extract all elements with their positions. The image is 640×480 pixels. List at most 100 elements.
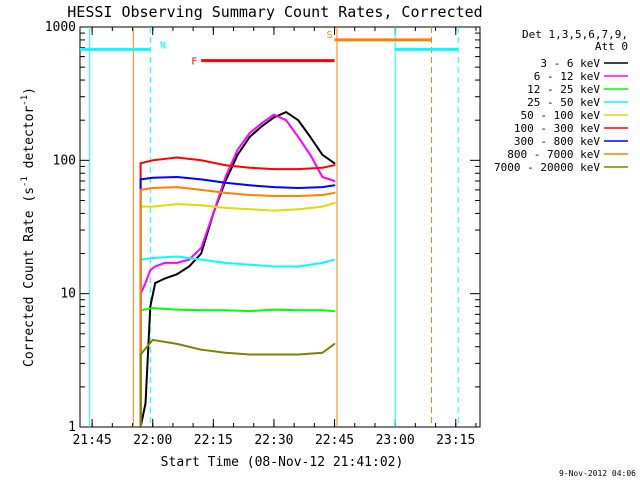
series-point-1 xyxy=(285,119,287,122)
series-point-4 xyxy=(321,205,324,208)
series-point-4 xyxy=(333,201,336,204)
series-point-1 xyxy=(309,153,312,156)
series-point-1 xyxy=(163,262,166,264)
series-point-4 xyxy=(224,206,227,209)
series-point-1 xyxy=(248,132,251,135)
legend-label-4: 50 - 100 keV xyxy=(521,109,601,122)
series-point-0 xyxy=(273,116,275,119)
y-tick-label: 10 xyxy=(60,287,76,302)
y-axis-label-sup-1: -1 xyxy=(20,176,30,187)
plot-frame xyxy=(79,26,481,428)
series-point-1 xyxy=(321,176,324,178)
series-point-1 xyxy=(273,113,275,116)
series-point-4 xyxy=(176,203,178,205)
series-point-8 xyxy=(139,353,142,356)
series-point-6 xyxy=(176,176,178,178)
series-point-6 xyxy=(139,178,142,181)
y-axis-label-sup-2: -1 xyxy=(20,95,30,106)
y-axis-label-part-3: ) xyxy=(22,87,37,95)
series-point-5 xyxy=(248,166,251,169)
series-point-5 xyxy=(151,159,154,162)
series-point-1 xyxy=(149,269,152,272)
series-point-3 xyxy=(321,262,324,264)
series-point-2 xyxy=(224,309,227,312)
series-point-7 xyxy=(200,189,203,191)
series-point-8 xyxy=(273,353,275,356)
series-point-7 xyxy=(139,189,142,191)
series-point-7 xyxy=(333,191,336,194)
series-point-6 xyxy=(200,178,203,181)
series-point-6 xyxy=(273,186,275,188)
series-point-5 xyxy=(139,162,142,165)
flag-label-1: F xyxy=(191,57,197,68)
series-point-1 xyxy=(176,262,178,264)
series-point-8 xyxy=(200,348,203,351)
attenuator-state-lines xyxy=(89,27,459,427)
x-axis-label: Start Time (08-Nov-12 21:41:02) xyxy=(161,455,404,470)
y-tick-label: 1 xyxy=(68,420,76,435)
x-tick-label: 22:30 xyxy=(254,433,293,448)
series-point-7 xyxy=(321,194,324,196)
series-point-7 xyxy=(273,195,275,197)
legend-label-8: 7000 - 20000 keV xyxy=(494,161,600,174)
series-point-7 xyxy=(176,186,178,188)
series-point-5 xyxy=(224,164,227,167)
flag-label-2: S xyxy=(327,30,333,41)
series-point-1 xyxy=(154,265,157,268)
series-point-3 xyxy=(248,263,251,266)
series-point-4 xyxy=(297,208,300,211)
series-point-7 xyxy=(248,194,251,196)
series-point-0 xyxy=(309,135,312,138)
legend-label-2: 12 - 25 keV xyxy=(527,83,600,96)
series-point-0 xyxy=(333,162,336,165)
legend-label-5: 100 - 300 keV xyxy=(514,122,600,135)
series-point-3 xyxy=(200,258,203,261)
legend-header-line-2: Att 0 xyxy=(595,40,628,53)
y-tick-label: 1000 xyxy=(45,20,76,35)
series-point-3 xyxy=(333,258,336,261)
series-point-4 xyxy=(151,205,154,208)
series-point-0 xyxy=(149,305,152,308)
series-point-5 xyxy=(321,166,324,169)
count-rate-series xyxy=(139,110,336,428)
series-point-0 xyxy=(297,119,300,122)
x-tick-label: 22:45 xyxy=(315,433,354,448)
series-point-2 xyxy=(151,307,154,309)
axes xyxy=(79,26,481,428)
series-point-6 xyxy=(224,181,227,184)
x-tick-label: 22:15 xyxy=(194,433,233,448)
series-point-6 xyxy=(333,184,336,187)
series-point-1 xyxy=(200,247,203,249)
series-point-2 xyxy=(321,309,324,312)
series-point-0 xyxy=(163,277,166,280)
series-point-4 xyxy=(248,208,251,211)
series-point-1 xyxy=(260,122,263,125)
series-point-0 xyxy=(200,252,203,255)
series-point-0 xyxy=(154,282,157,285)
series-point-7 xyxy=(297,195,300,197)
series-point-2 xyxy=(248,310,251,313)
series-point-1 xyxy=(297,135,300,138)
series-point-8 xyxy=(224,351,227,354)
series-point-5 xyxy=(176,156,178,159)
y-axis-ticks: 1 10 100 1000 xyxy=(45,20,480,435)
legend-label-6: 300 - 800 keV xyxy=(514,135,600,148)
series-point-2 xyxy=(273,308,275,311)
series-point-4 xyxy=(273,209,275,212)
series-point-2 xyxy=(176,308,178,311)
series-point-3 xyxy=(297,265,300,268)
x-tick-label: 23:15 xyxy=(436,433,475,448)
series-point-1 xyxy=(212,212,215,215)
series-point-3 xyxy=(151,257,154,259)
series-point-7 xyxy=(151,187,154,189)
flag-label-0: N xyxy=(160,40,166,51)
chart-title: HESSI Observing Summary Count Rates, Cor… xyxy=(67,3,482,21)
series-point-6 xyxy=(248,184,251,187)
series-point-8 xyxy=(333,343,336,345)
series-point-6 xyxy=(321,186,324,188)
series-point-3 xyxy=(224,262,227,264)
legend-label-0: 3 - 6 keV xyxy=(540,57,600,70)
series-point-5 xyxy=(200,159,203,162)
